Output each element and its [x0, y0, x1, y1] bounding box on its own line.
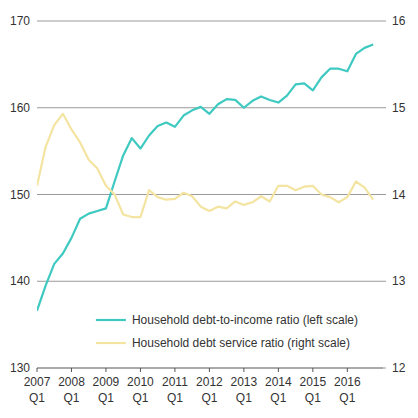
legend: Household debt-to-income ratio (left sca… [96, 313, 358, 350]
y2-tick-label: 13 [392, 274, 406, 288]
x-tick-label-part: Q1 [29, 391, 45, 405]
x-tick-label-part: Q1 [132, 391, 148, 405]
x-tick-label-part: 2010 [127, 375, 154, 389]
x-tick-label: 2013 Q1 [231, 375, 258, 405]
x-tick-label-part: Q1 [270, 391, 286, 405]
x-tick-label-part: 2014 [265, 375, 292, 389]
y2-tick [383, 107, 386, 108]
y-tick-label: 130 [10, 361, 30, 375]
x-tick-label-part: 2013 [231, 375, 258, 389]
x-tick-label: 2010 Q1 [127, 375, 154, 405]
x-tick-label-part: Q1 [167, 391, 183, 405]
y2-tick [383, 194, 386, 195]
legend-label: Household debt-to-income ratio (left sca… [132, 313, 358, 327]
x-tick [312, 368, 313, 372]
x-tick-label-part: Q1 [201, 391, 217, 405]
y2-tick [383, 368, 386, 369]
x-tick-label: 2008 Q1 [58, 375, 85, 405]
x-tick [71, 368, 72, 372]
y2-tick-label: 14 [392, 188, 406, 202]
grid-line [37, 281, 383, 282]
x-tick [105, 368, 106, 372]
series-group [37, 44, 373, 310]
y-tick-label: 160 [10, 101, 30, 115]
x-tick-label: 2015 Q1 [299, 375, 326, 405]
x-tick-label-part: Q1 [236, 391, 252, 405]
y2-tick [383, 21, 386, 22]
x-tick-label-part: Q1 [63, 391, 79, 405]
series-line [37, 114, 373, 217]
y2-tick-label: 16 [392, 14, 406, 28]
x-tick-label-part: Q1 [98, 391, 114, 405]
x-tick-label-part: Q1 [339, 391, 355, 405]
x-tick-label-part: 2015 [299, 375, 326, 389]
x-tick-label-part: 2008 [58, 375, 85, 389]
y2-tick [383, 281, 386, 282]
x-tick-label-part: 2011 [162, 375, 188, 389]
x-tick [174, 368, 175, 372]
x-tick [209, 368, 210, 372]
x-tick [278, 368, 279, 372]
x-tick-label-part: 2012 [196, 375, 223, 389]
chart: 13014015016017012131415162007Q12008Q1200… [0, 0, 418, 418]
x-tick [140, 368, 141, 372]
x-tick-label: 2011 Q1 [162, 375, 188, 405]
grid-line [37, 107, 383, 108]
x-tick-label: 2012 Q1 [196, 375, 223, 405]
y2-tick-label: 12 [392, 361, 406, 375]
grid-line [37, 21, 383, 22]
y-tick-label: 170 [10, 14, 30, 28]
grid-line [37, 194, 383, 195]
x-tick [347, 368, 348, 372]
legend-label: Household debt service ratio (right scal… [132, 336, 350, 350]
x-tick-label: 2014 Q1 [265, 375, 292, 405]
x-tick [243, 368, 244, 372]
series-line [37, 44, 373, 310]
x-tick-label: 2009 Q1 [93, 375, 120, 405]
legend-swatch [96, 319, 126, 321]
x-tick-label-part: 2007 [24, 375, 51, 389]
x-axis [37, 368, 383, 369]
x-tick-label: 2016 Q1 [334, 375, 361, 405]
x-tick-label: 2007 Q1 [24, 375, 51, 405]
y-tick-label: 140 [10, 274, 30, 288]
y-tick-label: 150 [10, 188, 30, 202]
x-tick-label-part: Q1 [305, 391, 321, 405]
x-tick-label-part: 2009 [93, 375, 120, 389]
x-tick-label-part: 2016 [334, 375, 361, 389]
y2-tick-label: 15 [392, 101, 406, 115]
x-tick [37, 368, 38, 372]
legend-swatch [96, 342, 126, 344]
